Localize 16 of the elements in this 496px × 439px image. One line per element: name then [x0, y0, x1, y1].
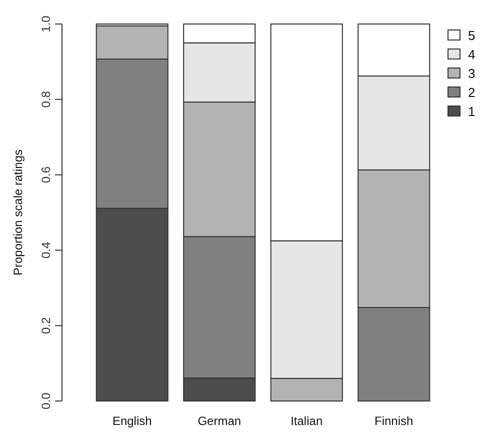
y-tick-label: 0.0 [39, 392, 53, 410]
x-tick-label: German [198, 414, 242, 428]
y-tick-label: 0.6 [39, 166, 53, 184]
y-axis-title: Proportion scale ratings [11, 149, 25, 276]
y-tick-label: 0.2 [39, 316, 53, 334]
legend-label: 4 [468, 47, 476, 62]
y-tick-label: 1.0 [39, 15, 53, 32]
x-tick-label: Finnish [374, 414, 414, 428]
legend-label: 3 [468, 66, 476, 81]
x-tick-label: Italian [290, 414, 323, 428]
legend-label: 1 [468, 104, 476, 119]
y-tick-label: 0.8 [39, 90, 53, 108]
legend-label: 5 [468, 28, 476, 43]
legend-label: 2 [468, 85, 476, 100]
x-tick-label: English [112, 414, 152, 428]
y-tick-label: 0.4 [39, 242, 53, 259]
